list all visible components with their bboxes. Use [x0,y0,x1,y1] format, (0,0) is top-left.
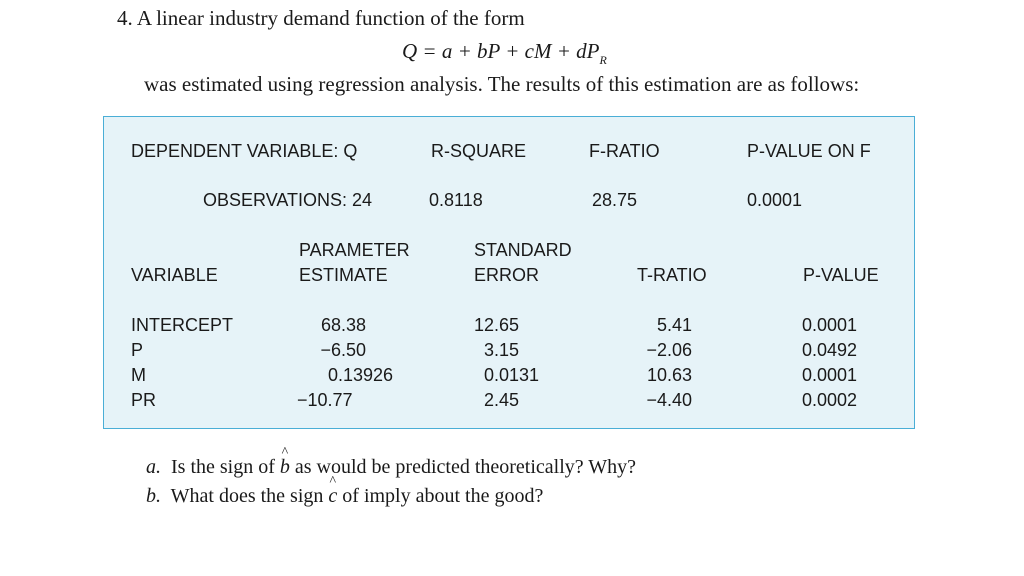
variable-header: VARIABLE [131,265,218,285]
row-variable: PR [131,390,157,410]
row-estimate: −10.77 [297,390,353,410]
row-variable: M [131,365,146,385]
f-ratio-value: 28.75 [592,190,638,210]
t-ratio-header: T-RATIO [637,265,707,285]
equation-main: Q = a + bP + cM + dP [402,39,600,63]
p-value-on-f-value: 0.0001 [747,190,803,210]
question-label: b. [146,485,161,507]
row-variable: P [131,340,144,360]
question-b: b. What does the sign c of imply about t… [146,485,543,508]
question-a: a. Is the sign of b as would be predicte… [146,456,636,479]
row-p-value: 0.0492 [802,340,858,360]
problem-lead: A linear industry demand function of the… [136,6,525,30]
row-t-ratio: −4.40 [646,390,692,410]
std-error-header-line1: STANDARD [474,240,572,260]
row-p-value: 0.0001 [802,315,858,335]
observations-label: OBSERVATIONS: 24 [203,190,373,210]
std-error-header-line2: ERROR [474,265,540,285]
demand-equation: Q = a + bP + cM + dPR [402,39,607,68]
regression-results-panel: DEPENDENT VARIABLE: Q R-SQUARE F-RATIO P… [103,116,915,429]
row-estimate: 0.13926 [328,365,394,385]
p-value-header: P-VALUE [803,265,879,285]
r-square-value: 0.8118 [429,190,483,210]
p-value-on-f-header: P-VALUE ON F [747,141,871,161]
f-ratio-header: F-RATIO [589,141,660,161]
row-estimate: 68.38 [320,315,366,335]
row-variable: INTERCEPT [131,315,234,335]
dependent-variable-label: DEPENDENT VARIABLE: Q [131,141,358,161]
problem-intro: was estimated using regression analysis.… [144,72,860,96]
row-t-ratio: −2.06 [646,340,692,360]
c-hat-symbol: c [328,485,337,507]
question-text-after: of imply about the good? [342,485,544,507]
question-text-before: Is the sign of [171,456,275,478]
row-std-error: 2.45 [484,390,520,410]
question-text-before: What does the sign [170,485,324,507]
question-text-after: as would be predicted theoretically? Why… [294,456,637,478]
parameter-header-line2: ESTIMATE [299,265,388,285]
problem-header: 4. A linear industry demand function of … [117,6,525,31]
row-p-value: 0.0002 [802,390,858,410]
row-std-error: 12.65 [474,315,520,335]
row-t-ratio: 10.63 [646,365,692,385]
row-std-error: 0.0131 [484,365,540,385]
r-square-header: R-SQUARE [431,141,527,161]
row-p-value: 0.0001 [802,365,858,385]
problem-number: 4. [117,6,133,30]
parameter-header-line1: PARAMETER [299,240,410,260]
row-std-error: 3.15 [484,340,520,360]
row-estimate: −6.50 [320,340,366,360]
question-label: a. [146,456,161,478]
equation-subscript: R [599,53,607,67]
row-t-ratio: 5.41 [656,315,692,335]
b-hat-symbol: b [280,456,290,478]
